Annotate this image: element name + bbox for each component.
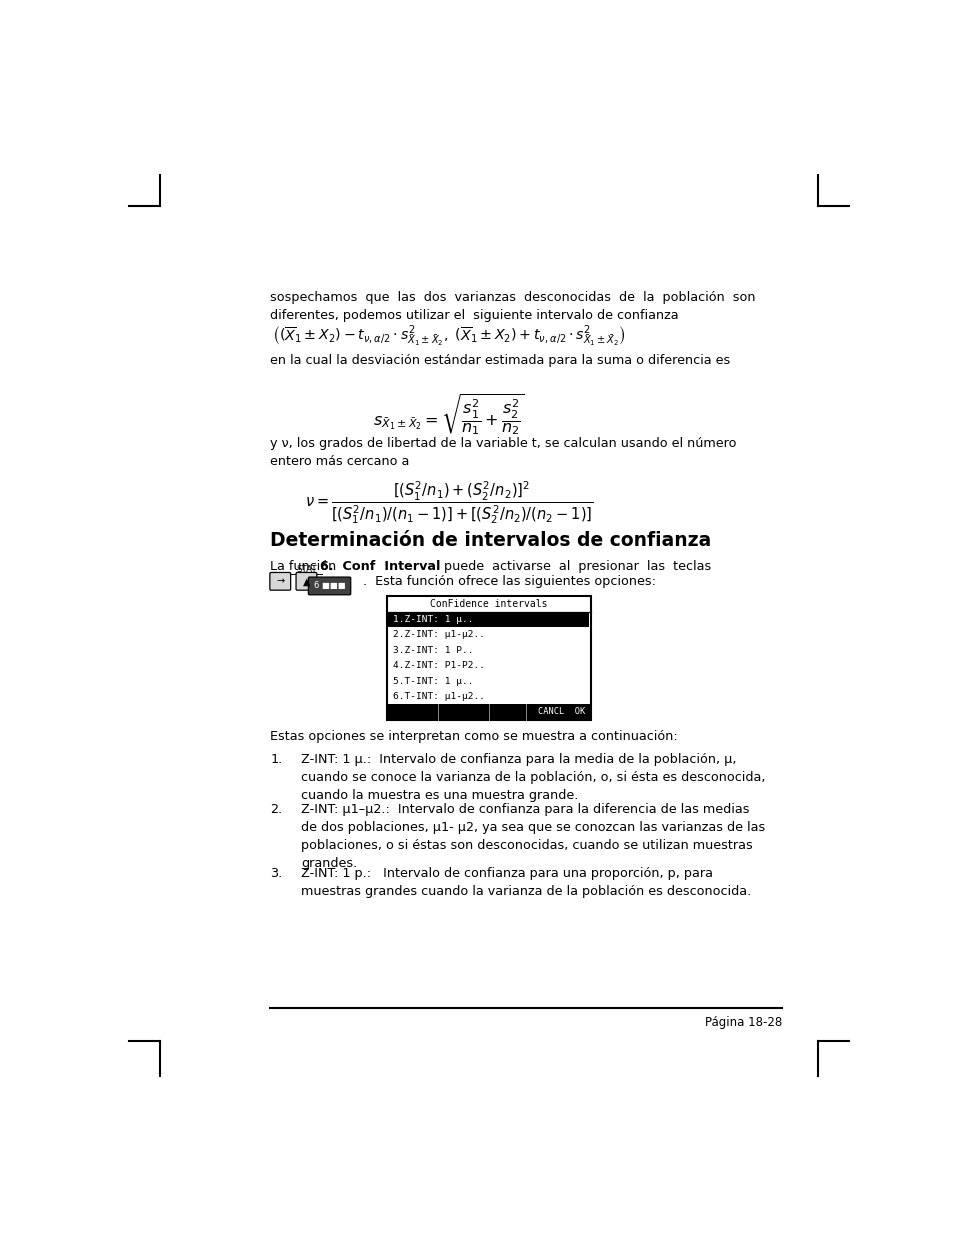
- Text: 5.T-INT: 1 μ..: 5.T-INT: 1 μ..: [393, 677, 473, 685]
- Text: 3.: 3.: [270, 867, 282, 879]
- Text: Z-INT: μ1–μ2.:  Intervalo de confianza para la diferencia de las medias: Z-INT: μ1–μ2.: Intervalo de confianza pa…: [301, 803, 749, 815]
- Text: $s_{\bar{X}_1 \pm \bar{X}_2} = \sqrt{\dfrac{s_1^2}{n_1} + \dfrac{s_2^2}{n_2}}$: $s_{\bar{X}_1 \pm \bar{X}_2} = \sqrt{\df…: [373, 393, 524, 437]
- Text: 1.Z-INT: 1 μ..: 1.Z-INT: 1 μ..: [393, 615, 473, 624]
- Text: cuando se conoce la varianza de la población, o, si ésta es desconocida,: cuando se conoce la varianza de la pobla…: [301, 771, 764, 784]
- Text: 6.T-INT: μ1-μ2..: 6.T-INT: μ1-μ2..: [393, 692, 484, 701]
- Text: CANCL  OK: CANCL OK: [537, 708, 584, 716]
- Text: Página 18-28: Página 18-28: [704, 1016, 781, 1029]
- Text: 1.: 1.: [270, 752, 282, 766]
- Text: →: →: [276, 577, 284, 587]
- Text: de dos poblaciones, μ1- μ2, ya sea que se conozcan las varianzas de las: de dos poblaciones, μ1- μ2, ya sea que s…: [301, 821, 764, 834]
- Bar: [387, 704, 590, 720]
- Text: 4.Z-INT: P1-P2..: 4.Z-INT: P1-P2..: [393, 661, 484, 671]
- Text: Z-INT: 1 μ.:  Intervalo de confianza para la media de la población, μ,: Z-INT: 1 μ.: Intervalo de confianza para…: [301, 752, 736, 766]
- Text: ConFidence intervals: ConFidence intervals: [430, 599, 547, 609]
- Text: 6.  Conf  Interval: 6. Conf Interval: [320, 561, 440, 573]
- Bar: [388, 611, 589, 627]
- Text: Estas opciones se interpretan como se muestra a continuación:: Estas opciones se interpretan como se mu…: [270, 730, 678, 742]
- Text: 3.Z-INT: 1 P..: 3.Z-INT: 1 P..: [393, 646, 473, 655]
- Text: La función: La función: [270, 561, 340, 573]
- Text: Z-INT: 1 p.:   Intervalo de confianza para una proporción, p, para: Z-INT: 1 p.: Intervalo de confianza para…: [301, 867, 712, 879]
- Text: y ν, los grados de libertad de la variable t, se calculan usando el número
enter: y ν, los grados de libertad de la variab…: [270, 437, 736, 468]
- Text: STAT: STAT: [295, 564, 316, 574]
- Text: Determinación de intervalos de confianza: Determinación de intervalos de confianza: [270, 531, 711, 550]
- Text: .  Esta función ofrece las siguientes opciones:: . Esta función ofrece las siguientes opc…: [362, 574, 655, 588]
- Text: 2.: 2.: [270, 803, 282, 815]
- Bar: [387, 597, 590, 720]
- Text: puede  activarse  al  presionar  las  teclas: puede activarse al presionar las teclas: [439, 561, 710, 573]
- Text: $\nu = \dfrac{[(S_1^2/n_1) + (S_2^2/n_2)]^2}{[(S_1^2/n_1)/(n_1-1)] + [(S_2^2/n_2: $\nu = \dfrac{[(S_1^2/n_1) + (S_2^2/n_2)…: [304, 479, 593, 526]
- Text: 2.Z-INT: μ1-μ2..: 2.Z-INT: μ1-μ2..: [393, 630, 484, 640]
- Text: en la cual la desviación estándar estimada para la suma o diferencia es: en la cual la desviación estándar estima…: [270, 353, 730, 367]
- Text: grandes.: grandes.: [301, 857, 357, 871]
- Text: cuando la muestra es una muestra grande.: cuando la muestra es una muestra grande.: [301, 789, 578, 802]
- Text: muestras grandes cuando la varianza de la población es desconocida.: muestras grandes cuando la varianza de l…: [301, 884, 751, 898]
- Text: poblaciones, o si éstas son desconocidas, cuando se utilizan muestras: poblaciones, o si éstas son desconocidas…: [301, 839, 752, 852]
- FancyBboxPatch shape: [270, 573, 291, 590]
- Text: 6 ■■■: 6 ■■■: [314, 582, 345, 590]
- Text: sospechamos  que  las  dos  varianzas  desconocidas  de  la  población  son
dife: sospechamos que las dos varianzas descon…: [270, 290, 755, 321]
- Text: $\left((\overline{X}_1 \pm X_2) - t_{\nu,\alpha/2} \cdot s^2_{\bar{X}_1 \pm \bar: $\left((\overline{X}_1 \pm X_2) - t_{\nu…: [272, 324, 625, 350]
- FancyBboxPatch shape: [295, 573, 316, 590]
- FancyBboxPatch shape: [308, 577, 351, 595]
- Text: ▲: ▲: [302, 577, 310, 587]
